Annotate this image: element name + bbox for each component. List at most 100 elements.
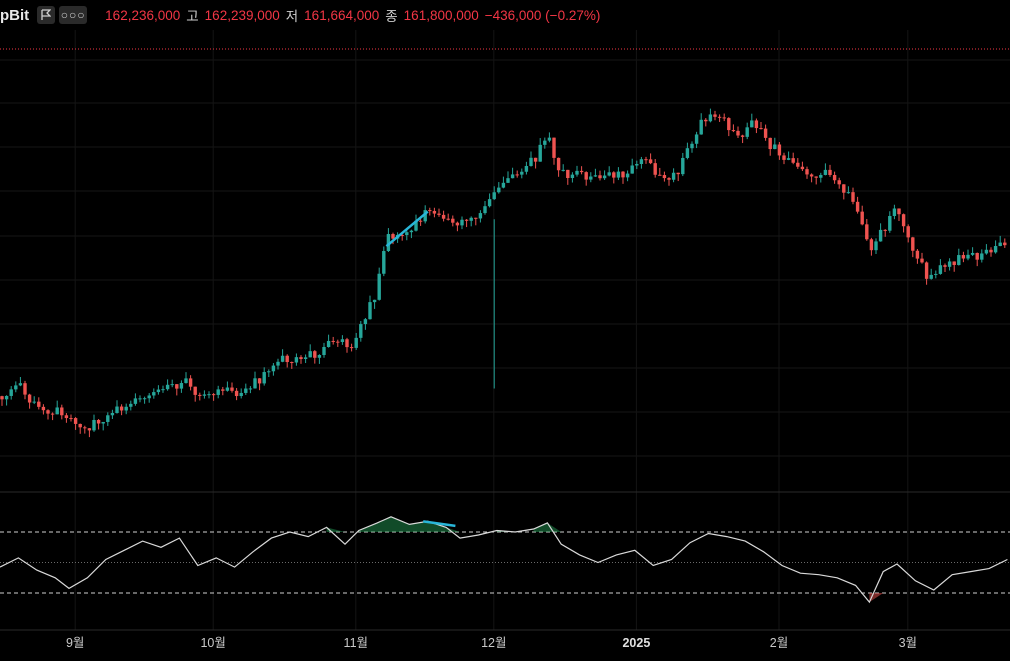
candle-body[interactable] [658, 174, 662, 176]
candle-body[interactable] [92, 419, 96, 431]
candle-body[interactable] [234, 390, 239, 397]
candle-body[interactable] [326, 340, 331, 348]
candle-body[interactable] [717, 116, 722, 118]
candle-body[interactable] [593, 175, 598, 177]
candle-body[interactable] [152, 392, 156, 396]
candle-body[interactable] [340, 339, 345, 343]
candle-body[interactable] [9, 389, 13, 396]
candle-body[interactable] [809, 174, 814, 177]
candle-body[interactable] [552, 137, 556, 158]
candle-body[interactable] [377, 273, 381, 300]
candle-body[interactable] [828, 169, 832, 175]
candle-body[interactable] [239, 392, 243, 397]
candle-body[interactable] [193, 386, 197, 395]
candle-body[interactable] [855, 201, 860, 212]
candle-body[interactable] [543, 140, 547, 145]
candle-body[interactable] [800, 166, 805, 170]
candle-body[interactable] [998, 242, 1002, 247]
candle-body[interactable] [188, 378, 193, 387]
candle-body[interactable] [727, 118, 731, 131]
candle-body[interactable] [124, 406, 128, 411]
candles[interactable] [0, 108, 1007, 438]
candle-body[interactable] [566, 169, 570, 178]
candle-body[interactable] [704, 119, 708, 122]
candle-body[interactable] [584, 172, 588, 180]
candle-body[interactable] [156, 389, 161, 393]
candle-body[interactable] [83, 427, 87, 429]
candle-body[interactable] [639, 159, 644, 165]
candle-body[interactable] [244, 388, 248, 393]
rsi-divergence-line[interactable] [423, 520, 456, 528]
candle-body[interactable] [55, 407, 59, 415]
candle-body[interactable] [773, 144, 777, 150]
candle-body[interactable] [0, 396, 4, 400]
candle-body[interactable] [409, 230, 414, 233]
candle-body[interactable] [602, 175, 607, 179]
candle-body[interactable] [469, 217, 473, 221]
candle-body[interactable] [906, 226, 910, 238]
candle-body[interactable] [207, 394, 211, 396]
candle-body[interactable] [23, 383, 27, 395]
candle-body[interactable] [64, 415, 69, 419]
candle-body[interactable] [722, 117, 726, 119]
candle-body[interactable] [230, 387, 234, 391]
candle-body[interactable] [934, 273, 938, 275]
candle-body[interactable] [731, 130, 736, 132]
candle-body[interactable] [198, 394, 202, 396]
flag-icon[interactable] [37, 6, 56, 24]
candle-body[interactable] [533, 157, 538, 162]
candle-body[interactable] [782, 155, 786, 160]
candle-body[interactable] [345, 339, 349, 348]
candle-body[interactable] [285, 355, 289, 363]
candle-body[interactable] [653, 163, 657, 175]
candle-body[interactable] [501, 182, 506, 188]
candle-body[interactable] [115, 406, 119, 413]
candle-body[interactable] [943, 265, 947, 267]
rsi-pane[interactable] [0, 516, 1010, 604]
candle-body[interactable] [888, 216, 892, 231]
candle-body[interactable] [846, 192, 851, 194]
candle-body[interactable] [832, 174, 837, 181]
candle-body[interactable] [993, 246, 998, 253]
candle-body[interactable] [119, 406, 124, 411]
candle-body[interactable] [432, 210, 437, 214]
candle-body[interactable] [349, 347, 354, 349]
candle-body[interactable] [612, 172, 616, 178]
candle-body[interactable] [648, 159, 653, 164]
candle-body[interactable] [547, 137, 552, 141]
candle-body[interactable] [897, 208, 901, 215]
candle-body[interactable] [303, 357, 308, 359]
symbol-name[interactable]: pBit [0, 6, 30, 24]
candle-body[interactable] [938, 265, 943, 274]
candle-body[interactable] [96, 419, 101, 424]
candle-body[interactable] [869, 239, 874, 251]
candle-body[interactable] [492, 192, 496, 200]
candle-body[interactable] [750, 120, 754, 128]
candle-body[interactable] [883, 229, 887, 231]
candle-body[interactable] [317, 355, 322, 358]
candle-body[interactable] [708, 114, 713, 122]
candle-body[interactable] [405, 232, 409, 236]
candle-body[interactable] [952, 261, 956, 265]
candle-body[interactable] [966, 254, 970, 259]
candle-body[interactable] [368, 302, 372, 320]
candle-body[interactable] [382, 251, 386, 274]
candle-body[interactable] [73, 418, 78, 424]
candle-body[interactable] [428, 210, 432, 212]
candle-body[interactable] [414, 220, 418, 231]
candle-body[interactable] [336, 341, 340, 343]
candle-body[interactable] [759, 128, 763, 130]
candle-body[interactable] [892, 208, 897, 217]
candle-body[interactable] [129, 403, 133, 407]
candle-body[interactable] [133, 398, 138, 404]
candle-body[interactable] [874, 241, 878, 251]
candle-body[interactable] [961, 255, 966, 259]
candle-body[interactable] [483, 206, 487, 214]
candle-body[interactable] [225, 387, 230, 391]
candle-body[interactable] [50, 413, 55, 415]
candle-body[interactable] [4, 395, 9, 400]
candle-body[interactable] [878, 229, 883, 242]
candle-body[interactable] [524, 165, 529, 172]
candle-body[interactable] [106, 415, 110, 422]
candle-body[interactable] [179, 383, 184, 389]
